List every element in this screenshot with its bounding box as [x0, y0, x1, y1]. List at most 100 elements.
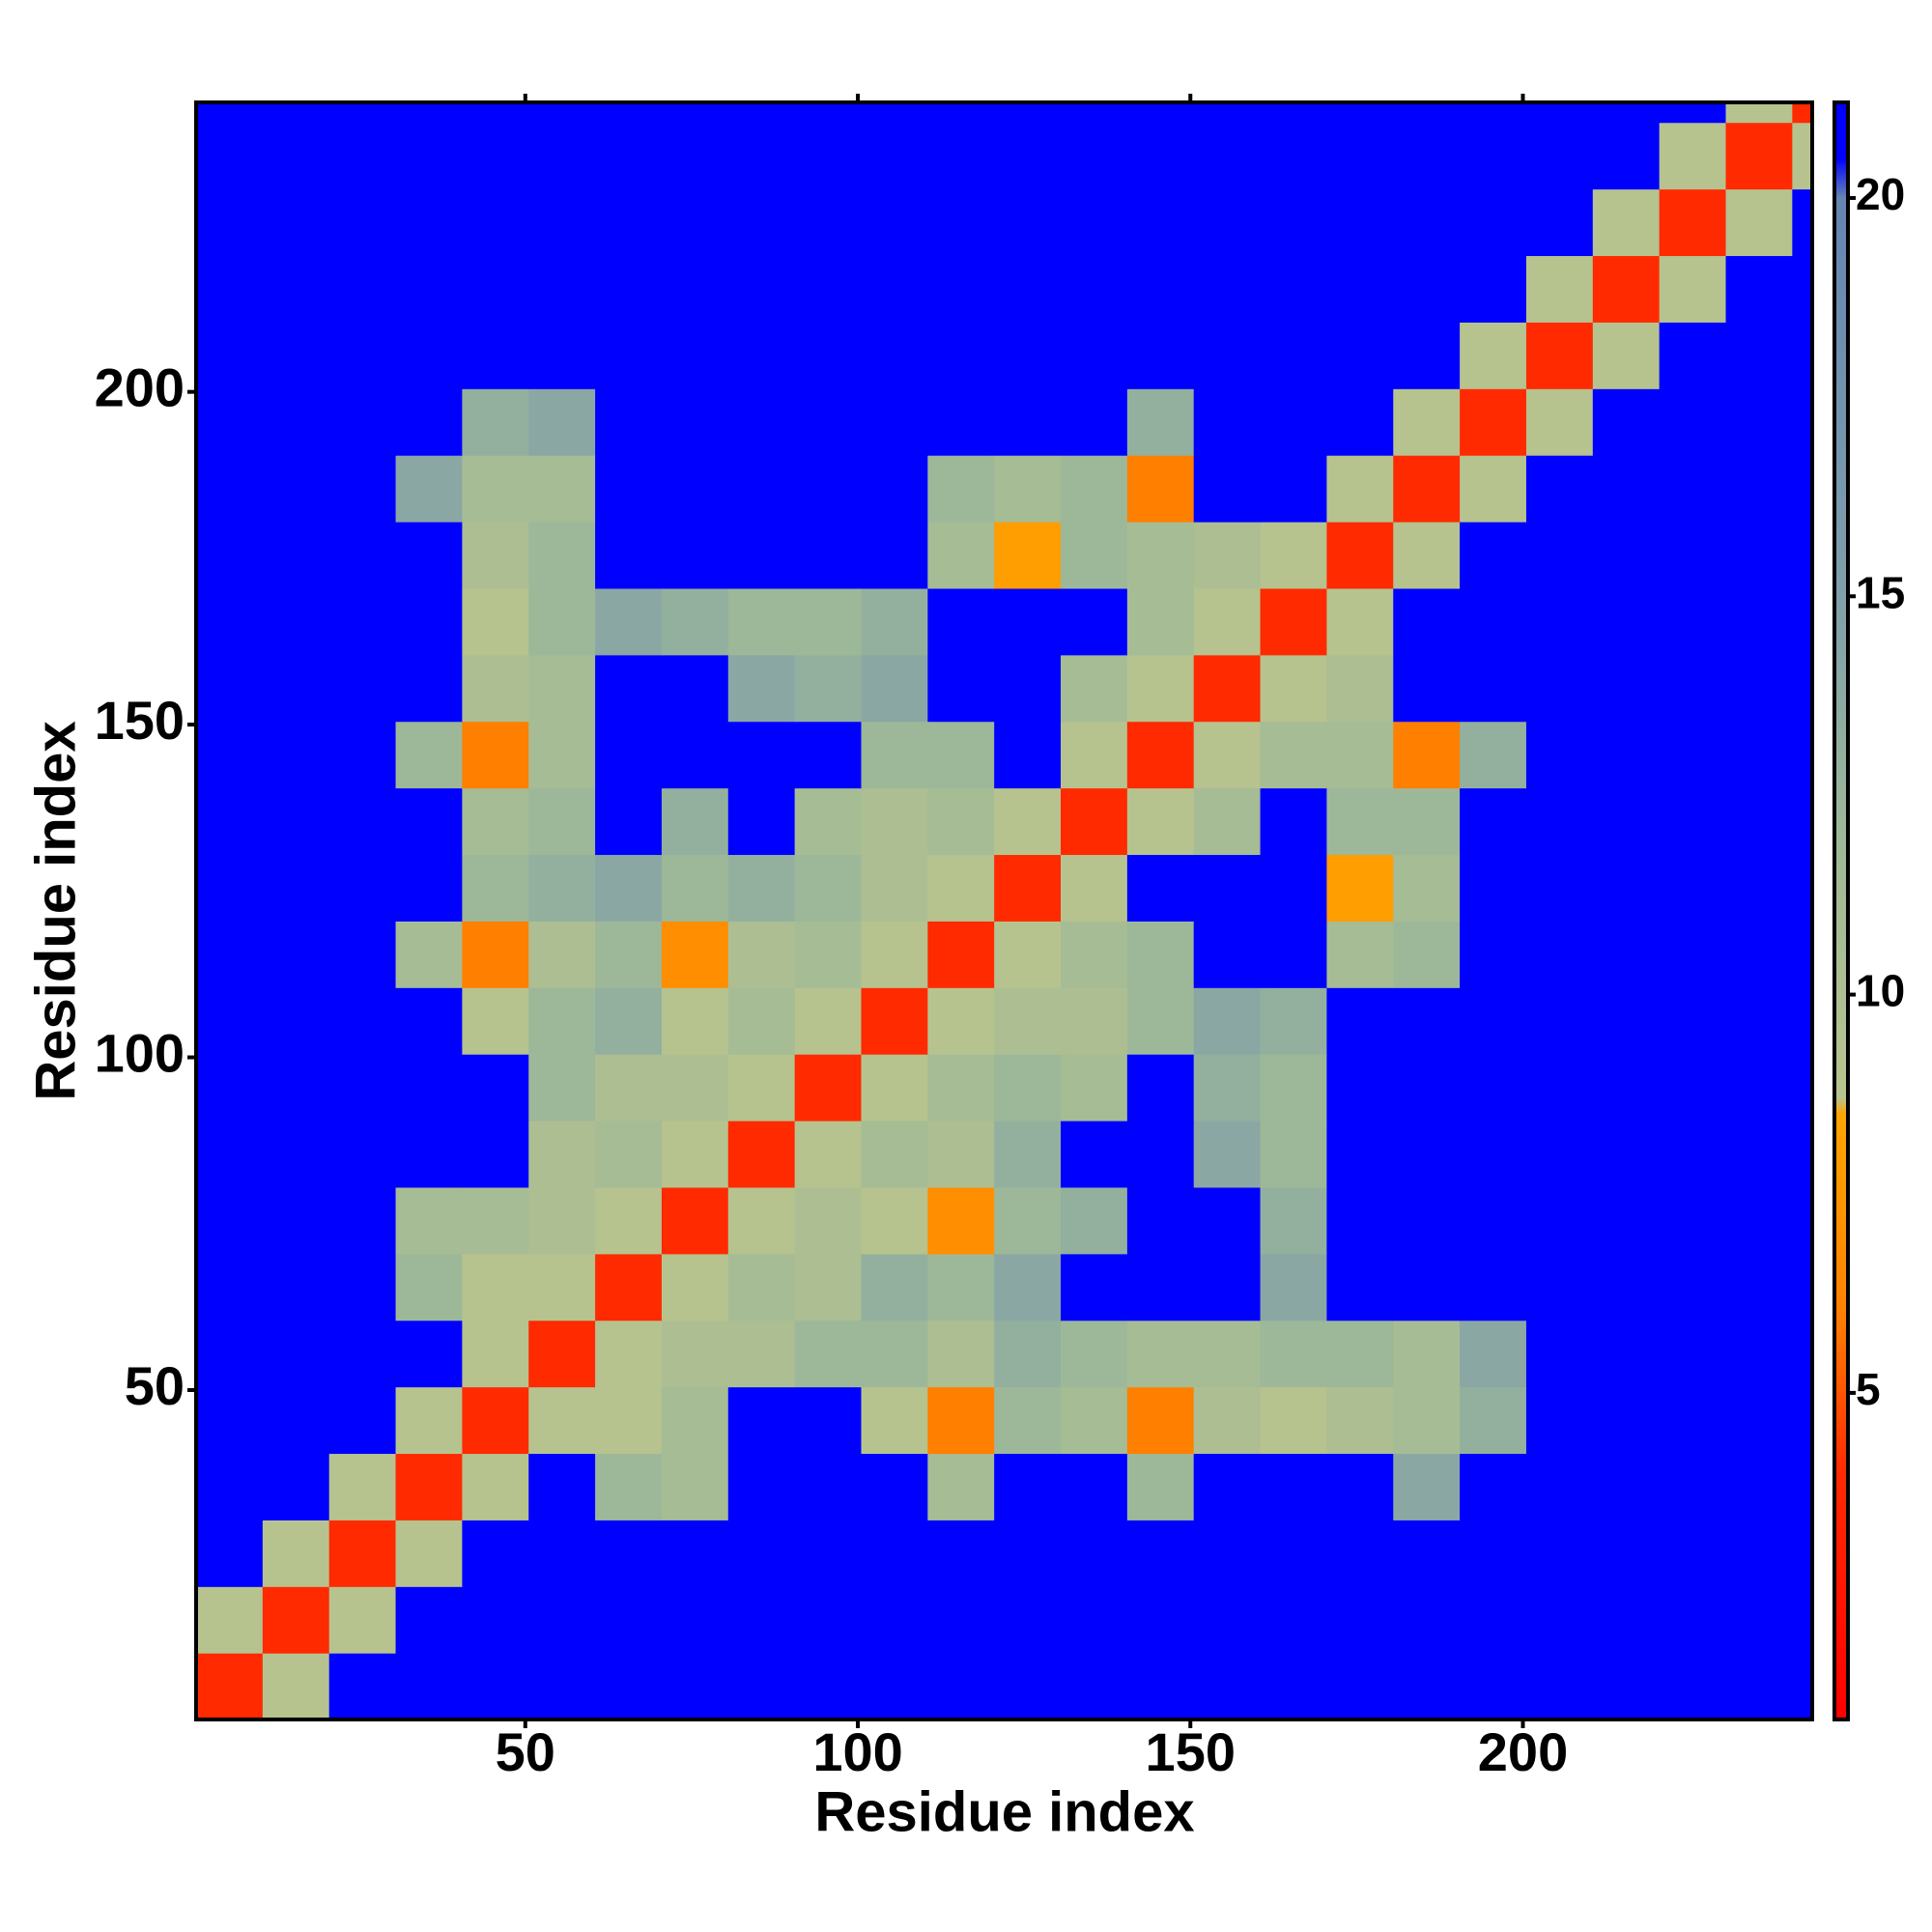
heatmap-cell — [661, 1453, 729, 1520]
heatmap-cell — [994, 1320, 1062, 1388]
heatmap-cell — [262, 255, 330, 323]
heatmap-cell — [1393, 1320, 1461, 1388]
heatmap-cell — [794, 1054, 863, 1122]
heatmap-cell — [328, 188, 397, 257]
heatmap-cell — [528, 1121, 596, 1188]
heatmap-cell — [1659, 1054, 1727, 1122]
heatmap-cell — [462, 1520, 529, 1587]
heatmap-cell — [794, 921, 863, 988]
heatmap-cell — [1592, 654, 1661, 723]
x-tick-label: 100 — [812, 1721, 902, 1782]
heatmap-cell — [661, 455, 729, 523]
heatmap-cell — [861, 102, 928, 124]
heatmap-cell — [595, 1121, 663, 1188]
heatmap-cell — [727, 1253, 796, 1321]
heatmap-cell — [1260, 522, 1328, 589]
heatmap-cell — [1525, 255, 1594, 323]
heatmap-cell — [794, 587, 863, 656]
heatmap-cell — [1061, 1586, 1128, 1654]
heatmap-cell — [1460, 322, 1527, 389]
heatmap-cell — [1393, 587, 1461, 656]
heatmap-cell — [1525, 921, 1594, 988]
heatmap-cell — [196, 522, 264, 589]
heatmap-cell — [1460, 102, 1527, 124]
heatmap-cell — [1725, 1453, 1793, 1520]
heatmap-cell — [1393, 1520, 1461, 1587]
heatmap-cell — [661, 587, 729, 656]
heatmap-cell — [1525, 854, 1594, 922]
heatmap-cell — [328, 1186, 397, 1255]
heatmap-cell — [1393, 255, 1461, 323]
heatmap-cell — [861, 654, 928, 723]
heatmap-cell — [1393, 921, 1461, 988]
heatmap-cell — [1592, 322, 1661, 389]
heatmap-cell — [528, 587, 596, 656]
heatmap-cell — [1792, 122, 1813, 190]
heatmap-cell — [927, 1253, 995, 1321]
heatmap-cell — [1326, 1453, 1394, 1520]
heatmap-cell — [462, 1054, 529, 1122]
heatmap-cell — [1460, 122, 1527, 190]
heatmap-cell — [861, 322, 928, 389]
heatmap-cell — [1061, 721, 1128, 789]
heatmap-cell — [661, 987, 729, 1055]
heatmap-cell — [861, 188, 928, 257]
heatmap-cell — [196, 1386, 264, 1455]
heatmap-cell — [328, 455, 397, 523]
heatmap-cell — [328, 388, 397, 456]
heatmap-cell — [1326, 587, 1394, 656]
heatmap-cell — [528, 721, 596, 789]
heatmap-cell — [861, 587, 928, 656]
heatmap-cell — [927, 455, 995, 523]
heatmap-cell — [1725, 1586, 1793, 1654]
heatmap-cell — [861, 122, 928, 190]
heatmap-cell — [1525, 1320, 1594, 1388]
heatmap-cell — [1592, 255, 1661, 323]
heatmap-cell — [395, 787, 463, 856]
heatmap-cell — [528, 921, 596, 988]
heatmap-cell — [1260, 854, 1328, 922]
heatmap-cell — [1193, 322, 1262, 389]
heatmap-cell — [994, 1121, 1062, 1188]
heatmap-cell — [1725, 1520, 1793, 1587]
heatmap-cell — [1061, 921, 1128, 988]
heatmap-cell — [528, 654, 596, 723]
heatmap-cell — [462, 1186, 529, 1255]
heatmap-cell — [595, 1320, 663, 1388]
heatmap-cell — [1725, 102, 1793, 124]
heatmap-cell — [328, 1653, 397, 1720]
heatmap-cell — [395, 921, 463, 988]
heatmap-cell — [1725, 587, 1793, 656]
heatmap-cell — [1260, 455, 1328, 523]
heatmap-cell — [1725, 388, 1793, 456]
heatmap-cell — [994, 587, 1062, 656]
heatmap-cell — [1659, 987, 1727, 1055]
heatmap-cell — [1592, 987, 1661, 1055]
heatmap-cell — [1393, 654, 1461, 723]
x-axis-title: Residue index — [814, 1780, 1194, 1843]
heatmap-cell — [994, 1054, 1062, 1122]
heatmap-cell — [462, 587, 529, 656]
heatmap-cell — [196, 388, 264, 456]
heatmap-cell — [1061, 522, 1128, 589]
heatmap-cell — [727, 587, 796, 656]
heatmap-cell — [1326, 522, 1394, 589]
heatmap-cell — [328, 1586, 397, 1654]
heatmap-cell — [927, 921, 995, 988]
heatmap-cell — [727, 1653, 796, 1720]
heatmap-cell — [595, 522, 663, 589]
heatmap-cell — [262, 122, 330, 190]
heatmap-cell — [1792, 1586, 1813, 1654]
heatmap-cell — [1393, 522, 1461, 589]
heatmap-cell — [462, 1253, 529, 1321]
heatmap-cell — [196, 455, 264, 523]
heatmap-cell — [196, 1253, 264, 1321]
heatmap-cell — [994, 1520, 1062, 1587]
heatmap-cell — [794, 388, 863, 456]
heatmap-cell — [1260, 322, 1328, 389]
heatmap-cell — [794, 1186, 863, 1255]
heatmap-cell — [1525, 388, 1594, 456]
heatmap-cell — [1460, 1054, 1527, 1122]
heatmap-cell — [794, 322, 863, 389]
heatmap-cell — [1525, 522, 1594, 589]
